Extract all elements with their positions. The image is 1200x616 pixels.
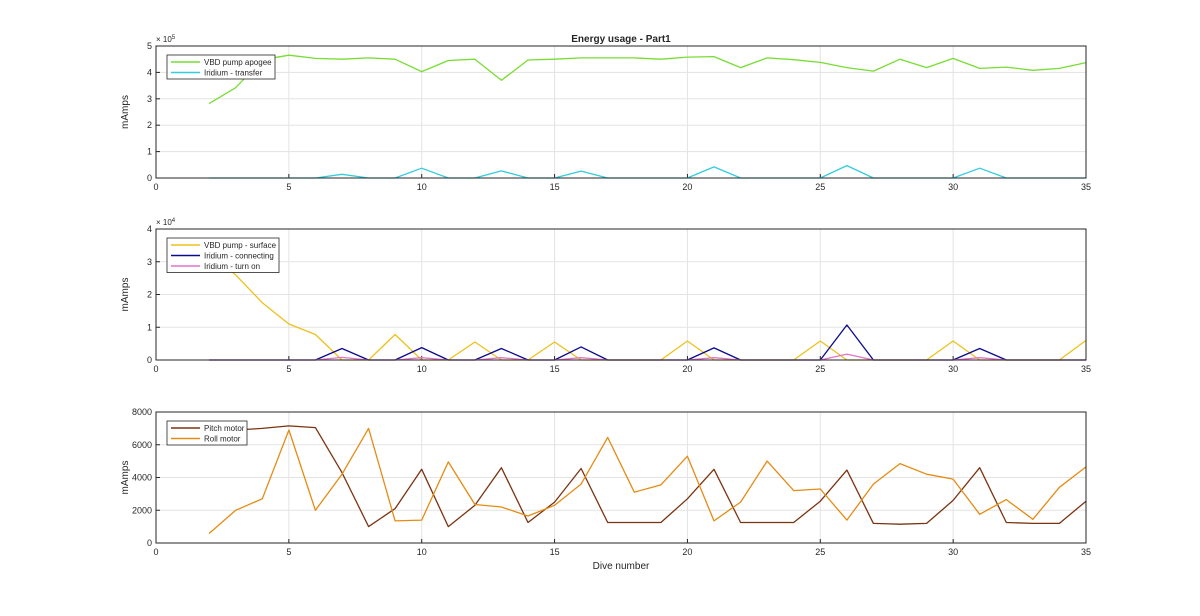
axes-box [155,228,1087,361]
y-tick-label: 4 [147,67,152,77]
x-tick-label: 10 [417,364,427,374]
chart-title: Energy usage - Part1 [571,34,671,45]
y-tick-label: 0 [147,173,152,183]
y-tick-label: 4000 [132,473,152,483]
y-tick-label: 5 [147,41,152,51]
x-axis-label: Dive number [593,561,650,572]
x-tick-label: 35 [1081,182,1091,192]
series-line-roll-motor [208,427,1087,534]
legend-label: Iridium - transfer [204,69,263,78]
y-tick-label: 3 [147,257,152,267]
y-tick-label: 2 [147,290,152,300]
x-tick-label: 0 [153,182,158,192]
legend-label: Iridium - connecting [204,252,274,261]
y-tick-label: 0 [147,538,152,548]
x-tick-label: 5 [286,364,291,374]
x-tick-label: 20 [682,547,692,557]
plot-area [156,46,1086,178]
axes-box [155,45,1087,179]
legend-label: VBD pump apogee [204,58,272,67]
legend-label: Roll motor [204,435,241,444]
y-axis-label: mAmps [120,278,131,312]
y-multiplier-base: × 10 [156,218,172,227]
y-multiplier-base: × 10 [156,35,172,44]
series-line-vbd-pump-apogee [208,54,1087,105]
y-tick-label: 2000 [132,505,152,515]
x-tick-label: 5 [286,182,291,192]
y-multiplier-exp: 5 [172,35,176,41]
y-tick-label: 6000 [132,440,152,450]
legend-label: VBD pump - surface [204,241,277,250]
series-line-pitch-motor [209,425,1087,528]
y-axis-label: mAmps [120,95,131,129]
x-tick-label: 25 [815,182,825,192]
x-tick-label: 0 [153,547,158,557]
x-tick-label: 20 [682,182,692,192]
x-tick-label: 15 [550,547,560,557]
legend-box [166,54,276,80]
x-tick-label: 15 [550,182,560,192]
legend-label: Pitch motor [204,424,245,433]
x-tick-label: 5 [286,547,291,557]
y-multiplier: × 104 [156,218,176,227]
x-tick-label: 30 [948,182,958,192]
y-tick-label: 3 [147,94,152,104]
x-tick-label: 10 [417,547,427,557]
y-multiplier: × 105 [156,35,176,44]
y-tick-label: 1 [147,147,152,157]
y-axis-label: mAmps [120,461,131,495]
x-tick-label: 35 [1081,364,1091,374]
y-tick-label: 2 [147,120,152,130]
x-tick-label: 25 [815,364,825,374]
axes-box [155,411,1087,544]
y-multiplier-exp: 4 [172,218,176,224]
x-tick-label: 30 [948,547,958,557]
subplot-3: 0 5 10 15 20 25 30 35 0 2000 4000 6000 8000 mAmps Dive… [120,407,1091,572]
x-tick-label: 20 [682,364,692,374]
legend-box [166,420,248,446]
x-tick-label: 10 [417,182,427,192]
legend: VBD pump - surface Iridium - connectingIr… [166,237,280,273]
legend: Pitch motor Roll motor [166,420,248,446]
x-tick-label: 25 [815,547,825,557]
x-tick-label: 0 [153,364,158,374]
y-tick-label: 1 [147,322,152,332]
x-tick-label: 35 [1081,547,1091,557]
y-tick-label: 4 [147,224,152,234]
y-tick-label: 8000 [132,407,152,417]
legend: VBD pump apogee Iridium - transfer [166,54,276,80]
legend-label: Iridium - turn on [204,262,260,271]
x-tick-label: 30 [948,364,958,374]
x-tick-label: 15 [550,364,560,374]
y-tick-label: 0 [147,355,152,365]
